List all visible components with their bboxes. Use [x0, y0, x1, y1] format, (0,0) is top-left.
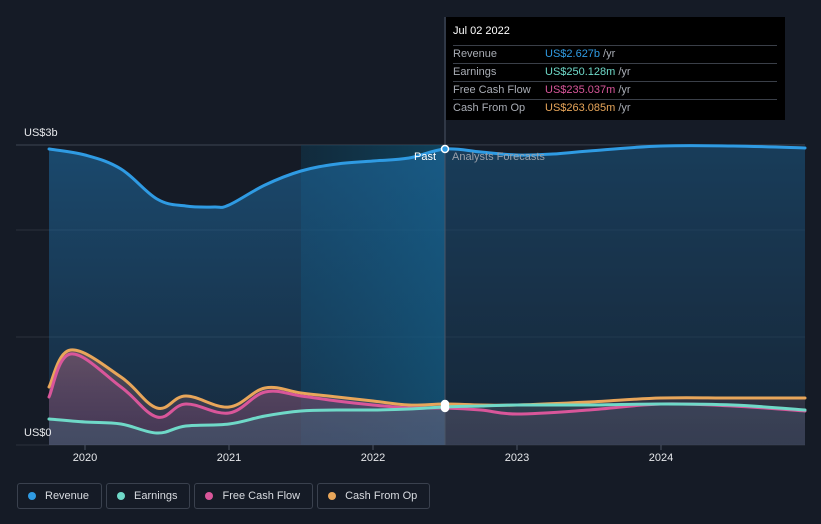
- revenue-line: [47, 144, 807, 209]
- forecast-shade: [445, 145, 805, 445]
- x-tick-label: 2022: [361, 452, 385, 464]
- series-lines: [47, 144, 807, 435]
- legend-item-revenue[interactable]: Revenue: [17, 483, 103, 509]
- legend-dot-icon: [28, 492, 36, 500]
- legend-item-cash-from-op[interactable]: Cash From Op: [317, 483, 431, 509]
- tooltip-label: Free Cash Flow: [453, 84, 531, 96]
- tooltip-value: US$235.037m: [545, 84, 616, 96]
- tooltip-value: US$2.627b: [545, 48, 601, 60]
- tooltip-row-cash-from-op: Cash From Op US$263.085m /yr: [453, 99, 777, 117]
- x-tick-label: 2020: [73, 452, 97, 464]
- revenue-area: [49, 145, 805, 445]
- tooltip-unit: /yr: [618, 102, 631, 114]
- legend-dot-icon: [328, 492, 337, 500]
- legend: Revenue Earnings Free Cash Flow Cash Fro…: [17, 483, 431, 509]
- forecast-label: Analysts Forecasts: [452, 151, 545, 163]
- tooltip-label: Revenue: [453, 48, 498, 60]
- earnings-point: [440, 402, 450, 412]
- free-cash-flow-line: [47, 352, 807, 419]
- x-tick-label: 2023: [505, 452, 529, 464]
- tooltip-row-earnings: Earnings US$250.128m /yr: [453, 63, 777, 81]
- legend-label: Earnings: [134, 490, 178, 502]
- legend-label: Cash From Op: [345, 490, 418, 502]
- current-point-markers: [440, 144, 450, 413]
- y-axis-top-label: US$3b: [24, 127, 58, 139]
- legend-dot-icon: [117, 492, 126, 500]
- tooltip-row-free-cash-flow: Free Cash Flow US$235.037m /yr: [453, 81, 777, 99]
- legend-label: Free Cash Flow: [222, 490, 301, 502]
- tooltip-row-revenue: Revenue US$2.627b /yr: [453, 45, 777, 63]
- x-tick-label: 2024: [649, 452, 673, 464]
- legend-item-earnings[interactable]: Earnings: [106, 483, 191, 509]
- legend-item-free-cash-flow[interactable]: Free Cash Flow: [194, 483, 314, 509]
- tooltip-date: Jul 02 2022: [453, 25, 510, 37]
- x-tick-label: 2021: [217, 452, 241, 464]
- earnings-line: [47, 402, 807, 435]
- tooltip-unit: /yr: [618, 84, 631, 96]
- tooltip-label: Earnings: [453, 66, 497, 78]
- x-axis-ticks: 2020 2021 2022 2023 2024: [73, 445, 673, 464]
- y-axis-bottom-label: US$0: [24, 427, 52, 439]
- past-label: Past: [414, 151, 436, 163]
- revenue-point: [440, 144, 450, 154]
- tooltip-label: Cash From Op: [453, 102, 526, 114]
- legend-dot-icon: [205, 492, 214, 500]
- tooltip-unit: /yr: [618, 66, 631, 78]
- cash-from-op-line: [47, 348, 807, 410]
- tooltip: Jul 02 2022 Revenue US$2.627b /yr Earnin…: [446, 17, 785, 120]
- tooltip-value: US$263.085m: [545, 102, 616, 114]
- series-areas: [49, 145, 805, 445]
- tooltip-value: US$250.128m: [545, 66, 616, 78]
- tooltip-unit: /yr: [603, 48, 616, 60]
- legend-label: Revenue: [45, 490, 90, 502]
